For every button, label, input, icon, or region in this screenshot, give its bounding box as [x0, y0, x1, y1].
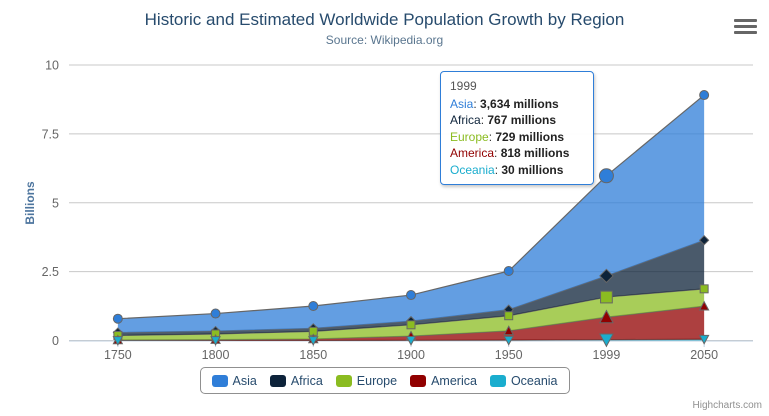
tooltip-series-value: 818 millions	[500, 146, 570, 160]
legend-label: Europe	[356, 373, 398, 388]
legend-label: Asia	[232, 373, 257, 388]
marker-africa-2050[interactable]	[698, 234, 710, 246]
tooltip-series-value: 767 millions	[487, 113, 557, 127]
tooltip-series-name: Africa	[450, 113, 481, 127]
marker-asia-1950[interactable]	[503, 266, 514, 277]
legend-label: Oceania	[510, 373, 558, 388]
tooltip-series-value: 30 millions	[501, 162, 564, 177]
tooltip-row-america: America: 818 millions	[450, 146, 570, 160]
tooltip-row-oceania: Oceania: 30 millions	[450, 162, 564, 177]
tooltip-rows: Asia: 3,634 millions Africa: 767 millions…	[450, 96, 584, 179]
marker-oceania-1800[interactable]	[210, 336, 221, 346]
marker-asia-1800[interactable]	[210, 308, 221, 319]
area-asia[interactable]	[117, 95, 705, 333]
y-axis-label: 0	[52, 334, 59, 348]
tooltip-series-value: 3,634 millions	[480, 96, 559, 111]
y-axis-title: Billions	[23, 181, 37, 225]
marker-oceania-1999[interactable]	[598, 333, 614, 348]
marker-oceania-1950[interactable]	[503, 335, 515, 346]
tooltip-row-africa: Africa: 767 millions	[450, 113, 557, 127]
marker-africa-1999[interactable]	[599, 268, 614, 284]
chart-subtitle: Source: Wikipedia.org	[325, 33, 444, 47]
marker-oceania-1850[interactable]	[307, 336, 319, 346]
marker-asia-1900[interactable]	[406, 290, 416, 301]
marker-oceania-1750[interactable]	[112, 336, 124, 346]
legend-item-asia[interactable]: Asia	[211, 373, 257, 388]
x-axis-label: 1800	[202, 348, 230, 362]
x-axis-label: 1999	[593, 348, 621, 362]
legend-swatch-america	[410, 374, 427, 387]
legend-item-africa[interactable]: Africa	[269, 373, 323, 388]
hamburger-menu-icon	[734, 31, 757, 34]
hamburger-menu-icon	[734, 25, 757, 28]
tooltip-row-asia: Asia: 3,634 millions	[450, 96, 559, 111]
marker-asia-1750[interactable]	[112, 313, 123, 324]
hamburger-menu-icon	[734, 19, 757, 22]
tooltip: 1999 Asia: 3,634 millions Africa: 767 mil…	[440, 71, 594, 185]
legend-label: Africa	[290, 373, 323, 388]
legend-swatch-oceania	[489, 374, 506, 387]
x-axis-label: 1850	[299, 348, 327, 362]
marker-europe-1950[interactable]	[504, 311, 514, 321]
legend-swatch-europe	[335, 374, 352, 387]
marker-asia-1850[interactable]	[308, 301, 319, 312]
marker-europe-1999[interactable]	[600, 290, 613, 304]
y-axis-label: 7.5	[42, 127, 59, 141]
legend-item-europe[interactable]: Europe	[335, 373, 398, 388]
marker-oceania-2050[interactable]	[698, 334, 710, 345]
y-axis-label: 5	[52, 196, 59, 210]
tooltip-row-europe: Europe: 729 millions	[450, 129, 565, 144]
x-axis-label: 1900	[397, 348, 425, 362]
marker-asia-2050[interactable]	[699, 90, 710, 101]
tooltip-series-value: 729 millions	[495, 129, 565, 144]
legend-swatch-africa	[269, 374, 286, 387]
credits-link[interactable]: Highcharts.com	[692, 400, 762, 411]
marker-america-1950[interactable]	[503, 325, 515, 336]
chart-title: Historic and Estimated Worldwide Populat…	[144, 10, 625, 29]
tooltip-series-name: America	[450, 146, 495, 160]
marker-asia-1999[interactable]	[598, 168, 614, 184]
y-axis-label: 10	[45, 59, 59, 73]
tooltip-series-name: Asia	[450, 96, 474, 111]
legend-item-america[interactable]: America	[410, 374, 477, 388]
area-america[interactable]	[117, 306, 705, 341]
legend-label: America	[431, 373, 477, 388]
legend-swatch-asia	[211, 374, 228, 387]
x-axis-label: 1750	[104, 348, 132, 362]
marker-america-1999[interactable]	[598, 309, 614, 324]
tooltip-header: 1999	[450, 79, 477, 93]
marker-europe-1900[interactable]	[406, 320, 416, 330]
export-menu-button[interactable]	[734, 19, 757, 36]
legend-item-oceania[interactable]: Oceania	[489, 373, 558, 388]
area-africa[interactable]	[117, 240, 705, 336]
marker-america-2050[interactable]	[698, 300, 710, 311]
tooltip-series-name: Oceania	[450, 162, 495, 177]
marker-europe-2050[interactable]	[699, 284, 709, 294]
marker-oceania-1900[interactable]	[405, 336, 417, 346]
x-axis-label: 2050	[690, 348, 718, 362]
legend: Asia Africa Europe America Oceania	[199, 367, 570, 394]
y-axis-label: 2.5	[42, 265, 59, 279]
tooltip-series-name: Europe	[450, 129, 489, 144]
x-axis-label: 1950	[495, 348, 523, 362]
